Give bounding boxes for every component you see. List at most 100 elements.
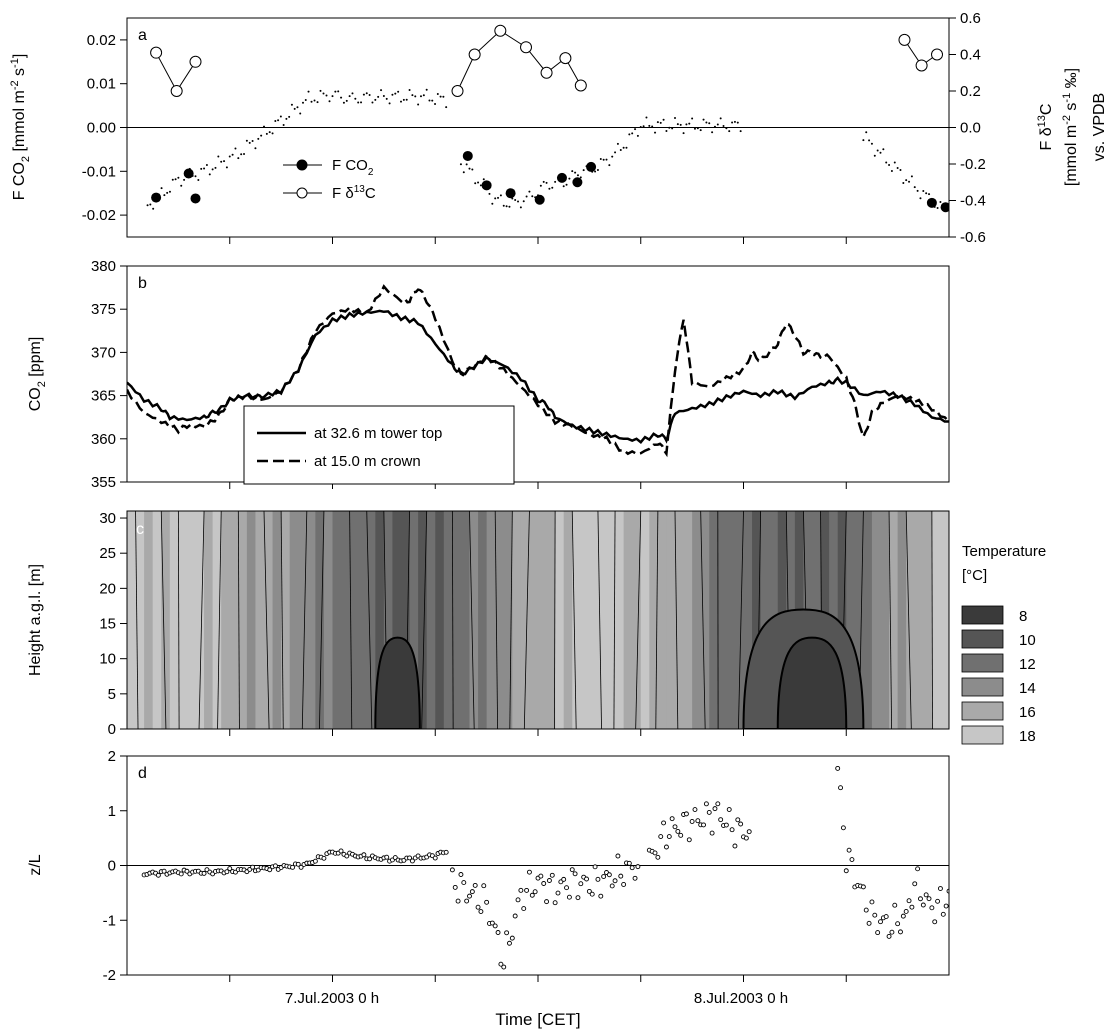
flux-point [385, 97, 388, 100]
flux-point [671, 127, 674, 130]
zl-point [584, 876, 589, 882]
flux-point [611, 155, 614, 158]
flux-point [166, 191, 169, 194]
panel-a-y-axis: -0.02 -0.01 0.00 0.01 0.02 [82, 32, 127, 224]
isotherm-line [469, 511, 475, 729]
fco2-point [940, 202, 949, 213]
temperature-column [127, 511, 137, 729]
flux-point [888, 163, 891, 166]
flux-point [628, 133, 631, 136]
flux-point [177, 176, 180, 179]
temperature-column [837, 511, 847, 729]
flux-point [434, 102, 437, 105]
zl-point [920, 902, 926, 908]
isotherm-line [597, 511, 602, 729]
flux-point [180, 184, 183, 187]
fco2-point [556, 172, 567, 183]
fd13c-point [150, 46, 163, 59]
flux-point [910, 175, 913, 178]
flux-point [459, 163, 462, 166]
temperature-column [323, 511, 334, 729]
zl-point [709, 830, 715, 836]
flux-point [576, 174, 579, 177]
flux-point [354, 97, 357, 100]
temperature-column [743, 511, 753, 729]
zl-point [843, 868, 849, 874]
flux-point [719, 117, 722, 120]
temperature-column [709, 511, 719, 729]
zl-point [932, 919, 938, 925]
flux-point [545, 181, 548, 184]
legend-label-crown: at 15.0 m crown [314, 453, 421, 470]
zl-point [886, 933, 892, 939]
flux-point [622, 146, 625, 149]
flux-point [205, 163, 208, 166]
flux-point [733, 120, 736, 123]
isotherm-line [655, 511, 659, 729]
flux-point [208, 173, 211, 176]
flux-point [149, 203, 152, 206]
panel-d-x-ticks [229, 975, 847, 982]
temperature-column [144, 511, 154, 729]
flux-point [368, 93, 371, 96]
panel-a-legend: F CO2 F δ13C [283, 157, 376, 202]
y-tick-label: 365 [91, 388, 116, 405]
flux-point [299, 112, 302, 115]
zl-point [903, 908, 909, 914]
flux-point [582, 169, 585, 172]
flux-point [608, 164, 611, 167]
flux-point [579, 176, 582, 179]
flux-point [731, 121, 734, 124]
flux-point [691, 117, 694, 120]
zl-point [361, 852, 367, 858]
flux-point [200, 167, 203, 170]
flux-point [325, 94, 328, 97]
flux-point [548, 187, 551, 190]
zl-point [555, 890, 561, 896]
flux-point [194, 175, 197, 178]
flux-point [679, 123, 682, 126]
flux-point [739, 130, 742, 133]
isotherm-line [931, 511, 933, 729]
temperature-colorbar: Temperature [°C] 8 10 12 14 16 18 [961, 543, 1046, 745]
temperature-column [469, 511, 479, 729]
temperature-column [726, 511, 736, 729]
zl-point [592, 864, 598, 870]
isotherm-line [280, 511, 284, 729]
isotherm-line [509, 511, 513, 729]
zl-point [407, 855, 413, 861]
zl-point [683, 811, 689, 817]
flux-point [288, 115, 291, 118]
zl-point [267, 867, 273, 873]
panel-a-letter: a [138, 27, 147, 44]
flux-point [251, 139, 254, 142]
zl-point [655, 854, 661, 860]
zl-point [549, 872, 555, 878]
temperature-column [315, 511, 325, 729]
flux-point [296, 106, 299, 109]
temperature-column [341, 511, 351, 729]
flux-point [722, 125, 725, 128]
temperature-column [435, 511, 445, 729]
temperature-column [854, 511, 864, 729]
zl-point [467, 893, 472, 899]
flux-point [405, 98, 408, 101]
flux-point [319, 89, 322, 92]
panel-d-y-title: z/L [27, 854, 44, 875]
temperature-column [392, 511, 402, 729]
isotherm-line [319, 511, 325, 729]
flux-point [152, 207, 155, 210]
flux-point [160, 187, 163, 190]
panel-b: 355 360 365 370 375 380 b CO2 [ppm] at 32.6 m… [27, 258, 950, 491]
flux-point [316, 101, 319, 104]
y-tick-label: 0 [108, 721, 116, 738]
zl-point [652, 850, 658, 856]
colorbar-unit: [°C] [962, 567, 987, 584]
flux-point [688, 122, 691, 125]
legend-marker-fd13c [296, 187, 308, 199]
flux-point [491, 202, 494, 205]
isotherm-line [494, 511, 499, 729]
zl-point [529, 892, 535, 898]
zl-point [509, 935, 515, 941]
temperature-column [597, 511, 608, 729]
